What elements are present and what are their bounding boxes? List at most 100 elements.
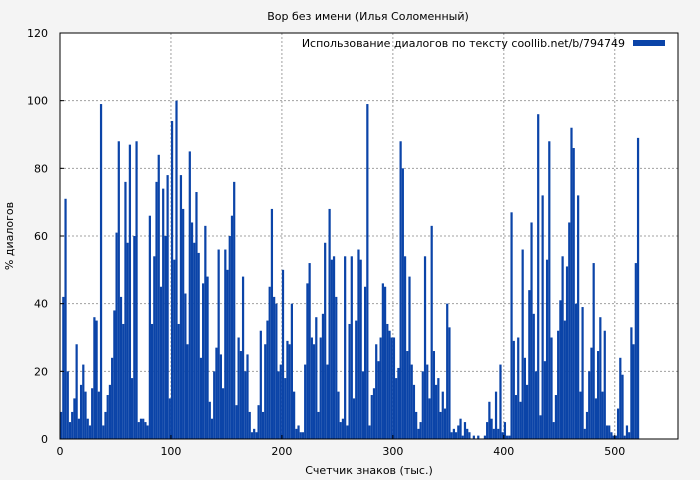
bar [246, 354, 249, 439]
bar [441, 391, 444, 439]
bar [91, 388, 94, 439]
bar [190, 222, 194, 439]
bar [270, 208, 274, 439]
bar [477, 435, 480, 439]
bar [286, 340, 289, 439]
bar [244, 371, 247, 439]
bar [450, 432, 453, 439]
bar [64, 198, 67, 439]
bar [335, 296, 338, 439]
bar [288, 344, 291, 439]
bar [490, 418, 493, 439]
bar [426, 364, 429, 439]
bar [88, 425, 92, 439]
bar [494, 391, 498, 439]
bar [135, 141, 138, 439]
bar [230, 215, 234, 439]
bar [559, 300, 562, 439]
bar [543, 361, 546, 439]
bar [614, 435, 617, 439]
bar [417, 428, 420, 439]
bar [319, 337, 322, 439]
bar [213, 371, 216, 439]
bar [259, 330, 262, 439]
bar [146, 425, 149, 439]
bar [275, 303, 278, 439]
bar [332, 256, 336, 439]
bar [517, 337, 520, 439]
bar [182, 208, 185, 439]
y-tick-label: 80 [34, 162, 48, 175]
bar [466, 428, 469, 439]
bar [210, 418, 214, 439]
bar [153, 256, 156, 439]
bar [337, 391, 340, 439]
bar [273, 296, 276, 439]
bar [204, 225, 207, 439]
bar [415, 411, 418, 439]
bar [428, 398, 431, 439]
bar [403, 256, 407, 439]
bar [534, 371, 538, 439]
bar [390, 337, 393, 439]
bar [579, 391, 582, 439]
bar [419, 422, 422, 439]
chart-title: Вор без имени (Илья Соломенный) [267, 10, 469, 23]
bar [124, 181, 127, 439]
bar [317, 411, 320, 439]
bar [597, 351, 600, 439]
bar [297, 425, 300, 439]
grid-lines [60, 33, 678, 439]
bar [99, 104, 103, 440]
bar [486, 422, 489, 439]
bar [628, 432, 631, 439]
bar [341, 418, 345, 439]
bar [148, 215, 151, 439]
bar [395, 378, 398, 439]
bar [574, 303, 578, 439]
x-tick-label: 400 [493, 445, 514, 458]
bar [126, 242, 129, 439]
bar [235, 405, 238, 439]
bar [552, 422, 555, 439]
bar [241, 276, 245, 439]
bar [266, 320, 269, 439]
bar [632, 344, 635, 439]
bar [179, 175, 183, 439]
bar [454, 432, 458, 439]
bar [508, 435, 511, 439]
bar [224, 249, 227, 439]
bar [492, 428, 495, 439]
bar [195, 192, 198, 439]
bar [401, 168, 404, 439]
bar [84, 391, 87, 439]
bar [583, 428, 586, 439]
bar [608, 425, 611, 439]
bar [339, 422, 342, 439]
bar [308, 263, 311, 439]
bar [104, 411, 107, 439]
bar [561, 256, 564, 439]
bar [421, 371, 424, 439]
bar [519, 401, 522, 439]
bar [102, 425, 105, 439]
bar [619, 357, 622, 439]
bar [346, 425, 349, 439]
bar [545, 259, 549, 439]
bar [636, 137, 640, 439]
x-tick-label: 200 [271, 445, 292, 458]
bar [463, 422, 467, 439]
bar [432, 351, 436, 439]
bar [383, 286, 387, 439]
bar [310, 337, 313, 439]
bar [281, 269, 285, 439]
bar [66, 371, 69, 439]
bar [144, 422, 147, 439]
bar [430, 225, 433, 439]
bar [199, 357, 203, 439]
bar [530, 222, 533, 439]
y-tick-label: 100 [27, 95, 48, 108]
bar [75, 344, 78, 439]
bar [572, 148, 575, 439]
bar [528, 290, 531, 439]
